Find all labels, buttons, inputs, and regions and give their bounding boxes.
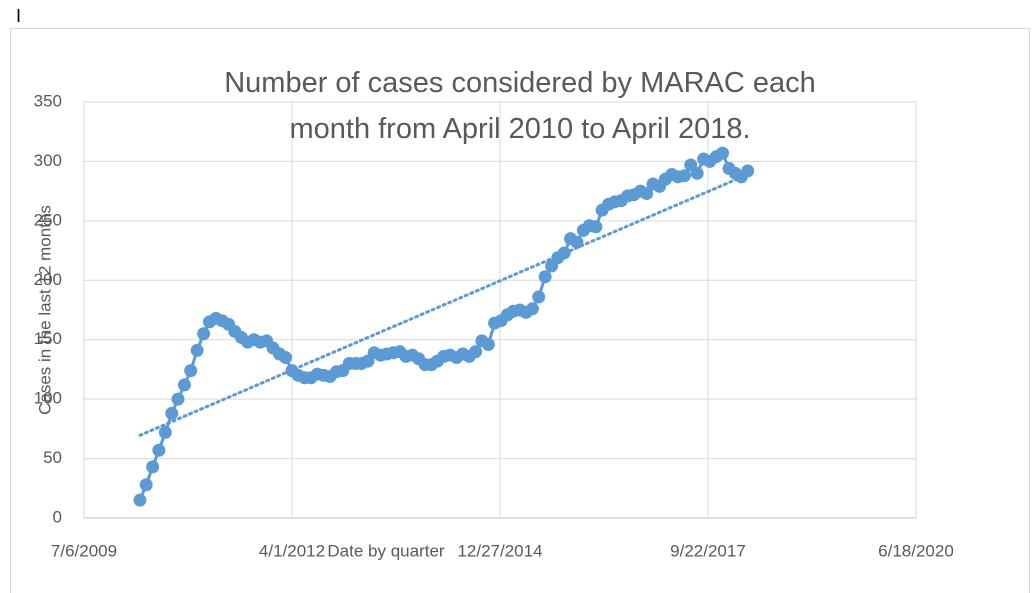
x-tick-label: 7/6/2009 <box>51 541 117 560</box>
data-point <box>690 166 704 180</box>
data-point <box>146 460 160 474</box>
x-tick-label: 9/22/2017 <box>670 541 746 560</box>
y-tick-label: 0 <box>53 507 62 526</box>
data-point <box>557 246 571 260</box>
chart-border <box>10 28 1030 593</box>
data-point <box>716 146 730 160</box>
chart-title: Number of cases considered by MARAC each… <box>224 67 816 145</box>
data-point <box>532 290 546 304</box>
y-tick-label: 200 <box>34 270 62 289</box>
cursor: I <box>16 6 22 26</box>
trendline <box>138 172 750 437</box>
data-point <box>171 392 185 406</box>
data-point <box>589 220 603 234</box>
x-tick-label: 4/1/2012 <box>259 541 325 560</box>
y-tick-label: 50 <box>43 448 62 467</box>
y-axis-label: Cases in the last 12 months <box>35 205 54 415</box>
x-tick-label: 6/18/2020 <box>878 541 954 560</box>
data-point <box>152 443 166 457</box>
data-point <box>279 351 293 365</box>
y-tick-label: 150 <box>34 329 62 348</box>
data-point <box>741 164 755 178</box>
data-point <box>197 327 211 341</box>
data-point <box>158 425 172 439</box>
x-tick-label: 12/27/2014 <box>457 541 542 560</box>
y-tick-label: 350 <box>34 91 62 110</box>
data-point <box>139 478 153 492</box>
data-point <box>165 406 179 420</box>
data-point <box>177 378 191 392</box>
data-point <box>570 235 584 249</box>
data-point <box>677 169 691 183</box>
data-point <box>469 345 483 359</box>
data-point <box>133 493 147 507</box>
y-tick-label: 300 <box>34 151 62 170</box>
x-axis-label: Date by quarter <box>327 541 445 560</box>
data-point <box>538 270 552 284</box>
data-point <box>190 343 204 357</box>
y-tick-label: 250 <box>34 210 62 229</box>
y-tick-label: 100 <box>34 389 62 408</box>
data-point <box>640 187 654 201</box>
data-point <box>525 302 539 316</box>
data-point <box>481 337 495 351</box>
data-point <box>184 364 198 378</box>
